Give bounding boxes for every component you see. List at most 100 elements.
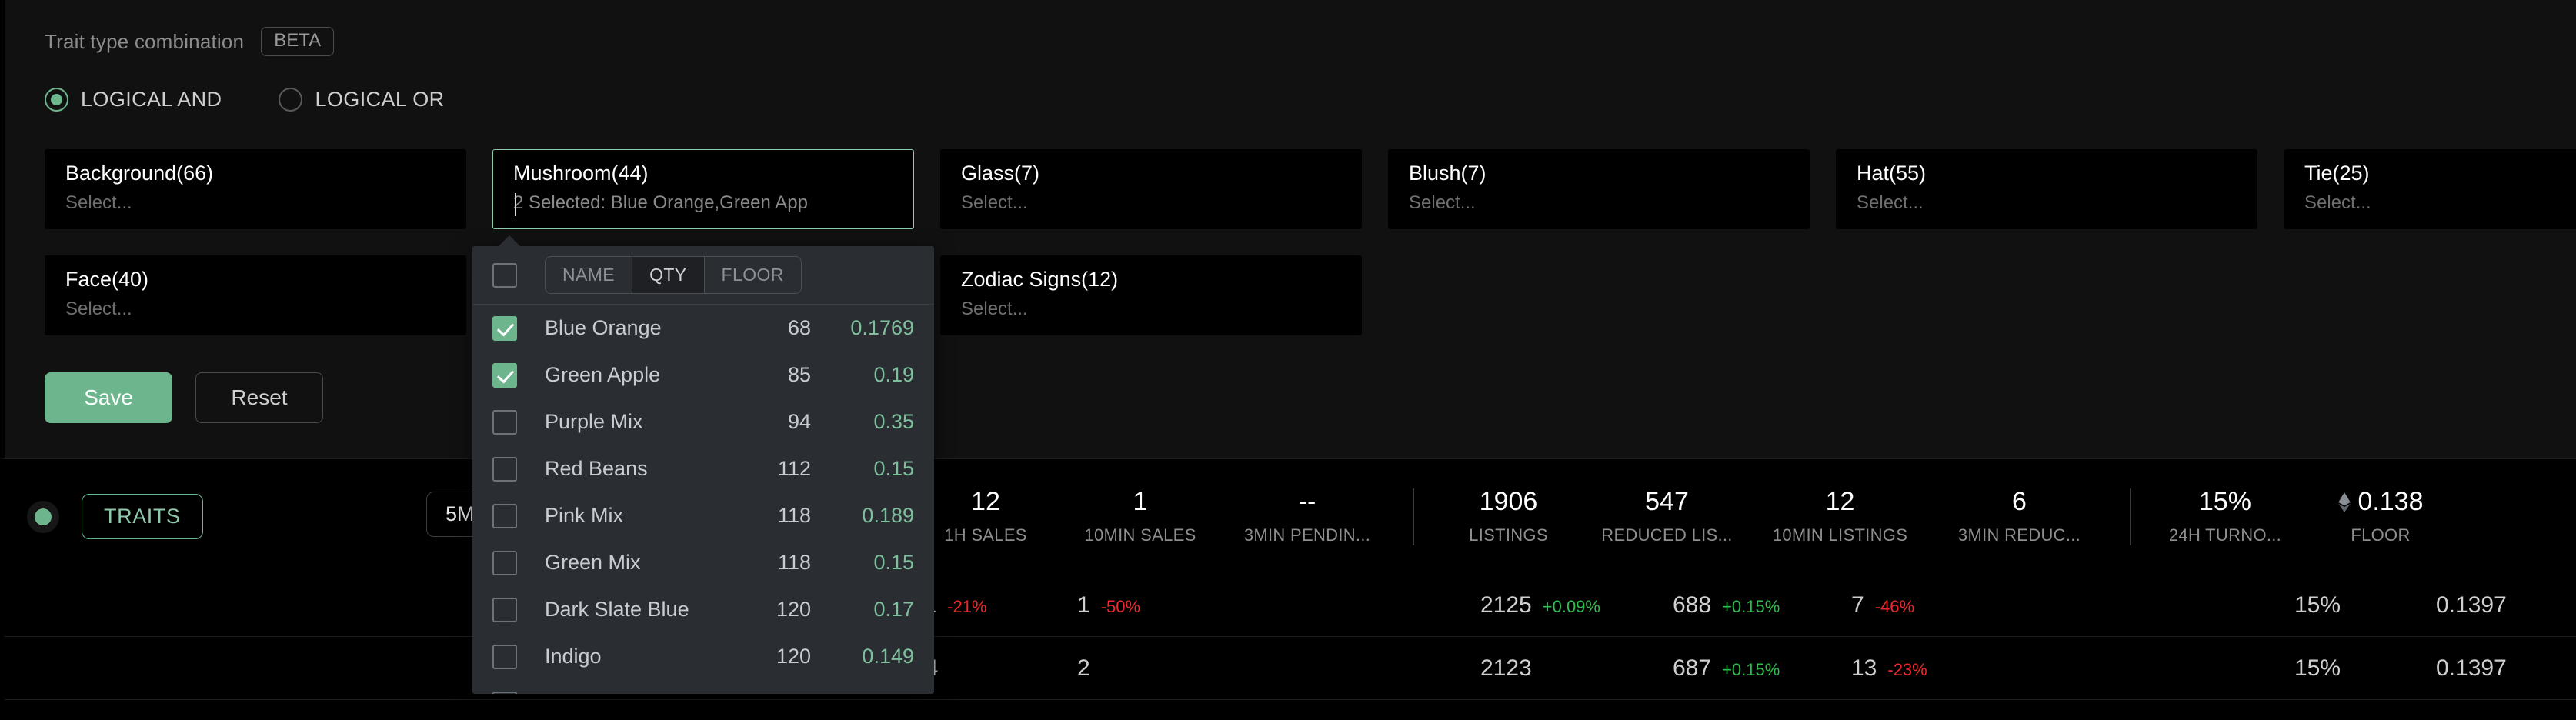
- save-button[interactable]: Save: [45, 372, 172, 423]
- cell-1h-sales-delta: -21%: [947, 596, 987, 616]
- trait-card-title: Face(40): [65, 268, 149, 291]
- table-row[interactable]: 14 2 2123 687+0.15% 13-23% 15% 0.1397: [5, 637, 2576, 700]
- select-all-checkbox[interactable]: [492, 262, 517, 288]
- option-qty: 68: [787, 316, 811, 339]
- metric-value: 6: [2012, 487, 2027, 516]
- trait-card-face[interactable]: Face(40) Select...: [45, 255, 466, 335]
- data-table: 11-21% 1-50% 2125+0.09% 688+0.15% 7-46% …: [0, 574, 2576, 700]
- metrics-divider: [2129, 488, 2131, 545]
- dropdown-header: NAME QTY FLOOR: [472, 246, 934, 305]
- option-floor: 0.15: [873, 551, 914, 574]
- option-checkbox[interactable]: [492, 597, 517, 622]
- text-cursor-icon: [515, 193, 516, 216]
- dropdown-arrow-icon: [497, 235, 522, 248]
- option-name: Indigo: [545, 645, 602, 668]
- trait-card-title: Tie(25): [2304, 162, 2370, 185]
- trait-card-subtitle: Select...: [65, 192, 132, 213]
- trait-card-zodiac-signs[interactable]: Zodiac Signs(12) Select...: [940, 255, 1362, 335]
- cell-turnover: 15%: [2294, 655, 2341, 681]
- metric-label: 1H SALES: [944, 525, 1027, 545]
- dropdown-option[interactable]: Dark Slate Blue 120 0.17: [472, 586, 934, 633]
- trait-card-hat[interactable]: Hat(55) Select...: [1836, 149, 2257, 229]
- option-floor: 0.1769: [850, 316, 914, 339]
- option-checkbox[interactable]: [492, 315, 517, 341]
- trait-card-background[interactable]: Background(66) Select...: [45, 149, 466, 229]
- trait-card-title: Hat(55): [1857, 162, 1927, 185]
- trait-card-subtitle: Select...: [2304, 192, 2371, 213]
- dropdown-option[interactable]: Green Mix 118 0.15: [472, 539, 934, 586]
- option-name: Green Mix: [545, 551, 641, 574]
- radio-logical-and[interactable]: LOGICAL AND: [45, 87, 222, 112]
- dropdown-option[interactable]: Green Apple 85 0.19: [472, 352, 934, 398]
- cell-10min-sales: 2: [1077, 655, 1090, 681]
- live-indicator: [5, 500, 82, 533]
- trait-card-glass[interactable]: Glass(7) Select...: [940, 149, 1362, 229]
- option-qty: 112: [777, 457, 811, 480]
- option-qty: 120: [776, 598, 811, 621]
- option-checkbox[interactable]: [492, 503, 517, 528]
- sort-by-floor-button[interactable]: FLOOR: [721, 265, 784, 285]
- metric-value-wrap: 0.138: [2300, 488, 2461, 515]
- filter-actions: Save Reset: [45, 372, 2536, 423]
- trait-card-tie[interactable]: Tie(25) Select...: [2284, 149, 2576, 229]
- cell-reduced-delta: +0.15%: [1722, 659, 1780, 679]
- option-checkbox[interactable]: [492, 362, 517, 388]
- trait-card-title: Glass(7): [961, 162, 1040, 185]
- trait-card-subtitle: 2 Selected: Blue Orange,Green App: [513, 192, 808, 213]
- metric-1h-sales: 12 1H SALES: [913, 488, 1059, 545]
- dropdown-option[interactable]: Indigo 120 0.149: [472, 633, 934, 680]
- table-row[interactable]: 11-21% 1-50% 2125+0.09% 688+0.15% 7-46% …: [5, 574, 2576, 637]
- option-checkbox[interactable]: [492, 644, 517, 669]
- trait-combination-header: Trait type combination BETA: [45, 26, 2536, 57]
- metric-label: 3MIN PENDIN...: [1243, 525, 1371, 545]
- reset-button[interactable]: Reset: [195, 372, 323, 423]
- sort-by-name-button[interactable]: NAME: [546, 257, 633, 293]
- option-floor: 0.15: [873, 457, 914, 480]
- trait-card-mushroom[interactable]: Mushroom(44) 2 Selected: Blue Orange,Gre…: [492, 149, 914, 229]
- option-name: Purple Mix: [545, 410, 643, 433]
- beta-badge: BETA: [261, 27, 335, 56]
- metric-3min-pending: -- 3MIN PENDIN...: [1222, 488, 1393, 545]
- option-floor: 0.17: [873, 598, 914, 621]
- dropdown-option[interactable]: Blue Orange 68 0.1769: [472, 305, 934, 352]
- trait-card-title: Mushroom(44): [513, 162, 649, 185]
- option-floor: 0.35: [873, 410, 914, 433]
- metric-listings: 1906 LISTINGS: [1434, 488, 1583, 545]
- cell-listings: 2125: [1480, 592, 1532, 618]
- metric-label: 24H TURNO...: [2168, 525, 2282, 545]
- dropdown-option-partial[interactable]: [472, 680, 934, 694]
- metric-value: 12: [1825, 487, 1855, 516]
- metric-label: 10MIN SALES: [1084, 525, 1196, 545]
- metric-label: 10MIN LISTINGS: [1772, 525, 1908, 545]
- trait-card-title: Background(66): [65, 162, 214, 185]
- cell-reduced: 687: [1673, 655, 1712, 681]
- traits-filter-chip[interactable]: TRAITS: [82, 494, 203, 539]
- metric-value: 1: [1133, 487, 1148, 516]
- dropdown-option[interactable]: Purple Mix 94 0.35: [472, 398, 934, 445]
- logic-radio-group: LOGICAL AND LOGICAL OR: [45, 83, 2536, 115]
- metric-value: 1906: [1479, 487, 1538, 516]
- cell-10min-listings: 7: [1851, 592, 1864, 618]
- trait-combination-label: Trait type combination: [45, 29, 245, 53]
- radio-selected-icon: [45, 87, 68, 112]
- sort-by-qty-button[interactable]: QTY: [632, 257, 705, 293]
- metric-label: LISTINGS: [1469, 525, 1548, 545]
- trait-card-blush[interactable]: Blush(7) Select...: [1388, 149, 1810, 229]
- option-checkbox[interactable]: [492, 691, 517, 694]
- metric-value: 12: [971, 487, 1000, 516]
- radio-logical-or[interactable]: LOGICAL OR: [279, 87, 444, 112]
- metric-reduced-listings: 547 REDUCED LIS...: [1583, 488, 1751, 545]
- metric-value: 0.138: [2357, 487, 2424, 516]
- dropdown-option[interactable]: Red Beans 112 0.15: [472, 445, 934, 492]
- trait-card-subtitle: Select...: [961, 298, 1028, 319]
- option-checkbox[interactable]: [492, 409, 517, 435]
- option-checkbox[interactable]: [492, 456, 517, 482]
- trait-card-subtitle: Select...: [961, 192, 1028, 213]
- option-checkbox[interactable]: [492, 550, 517, 575]
- trait-card-subtitle: Select...: [65, 298, 132, 319]
- option-name: Dark Slate Blue: [545, 598, 689, 621]
- dropdown-option[interactable]: Pink Mix 118 0.189: [472, 492, 934, 539]
- trait-value-dropdown: NAME QTY FLOOR Blue Orange 68 0.1769 Gre…: [472, 246, 934, 694]
- metric-10min-sales: 1 10MIN SALES: [1059, 488, 1222, 545]
